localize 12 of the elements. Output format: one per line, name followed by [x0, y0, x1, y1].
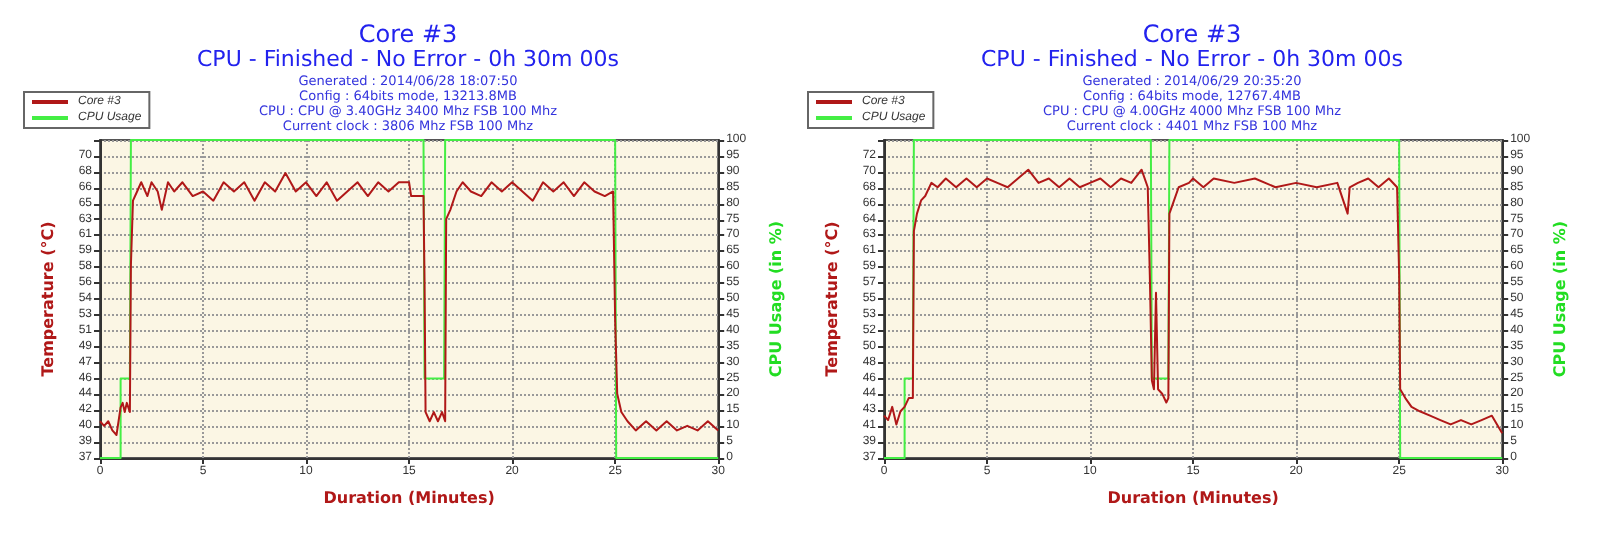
- chart-title: Core #3: [358, 20, 458, 48]
- chart-title: Core #3: [1142, 20, 1242, 48]
- y-axis-title: Temperature (°C): [823, 221, 841, 377]
- x-axis-title: Duration (Minutes): [1107, 489, 1279, 507]
- y-axis-title: Temperature (°C): [39, 221, 57, 377]
- x-axis-title: Duration (Minutes): [323, 489, 495, 507]
- chart-subtitle: CPU - Finished - No Error - 0h 30m 00s: [197, 46, 620, 72]
- y2-axis-title: CPU Usage (in %): [767, 220, 785, 378]
- line-series: [883, 168, 1504, 435]
- chart-subtitle: CPU - Finished - No Error - 0h 30m 00s: [981, 46, 1404, 72]
- line-series: [99, 172, 720, 437]
- y2-axis-title: CPU Usage (in %): [1551, 220, 1569, 378]
